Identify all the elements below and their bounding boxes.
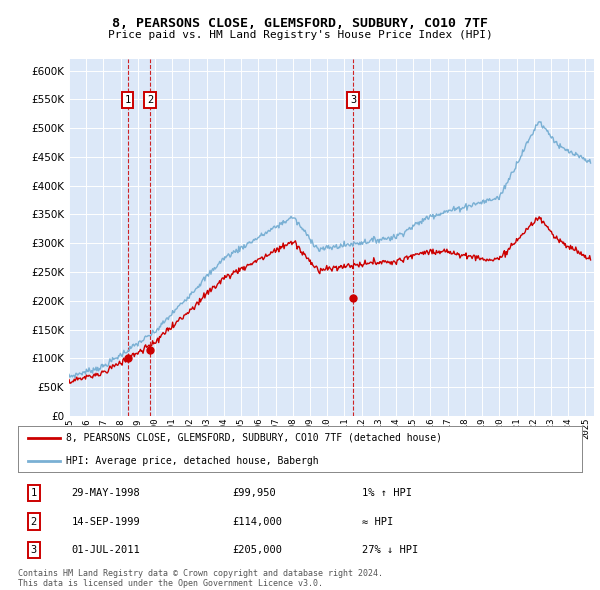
Text: £99,950: £99,950 — [232, 488, 276, 498]
Text: 14-SEP-1999: 14-SEP-1999 — [71, 517, 140, 526]
Text: ≈ HPI: ≈ HPI — [362, 517, 393, 526]
Text: 27% ↓ HPI: 27% ↓ HPI — [362, 545, 418, 555]
Text: 1% ↑ HPI: 1% ↑ HPI — [362, 488, 412, 498]
Text: 2: 2 — [147, 95, 153, 105]
Text: £114,000: £114,000 — [232, 517, 283, 526]
Text: Contains HM Land Registry data © Crown copyright and database right 2024.
This d: Contains HM Land Registry data © Crown c… — [18, 569, 383, 588]
Text: HPI: Average price, detached house, Babergh: HPI: Average price, detached house, Babe… — [66, 456, 319, 466]
Text: 8, PEARSONS CLOSE, GLEMSFORD, SUDBURY, CO10 7TF: 8, PEARSONS CLOSE, GLEMSFORD, SUDBURY, C… — [112, 17, 488, 30]
Text: 2: 2 — [31, 517, 37, 526]
Text: £205,000: £205,000 — [232, 545, 283, 555]
Text: Price paid vs. HM Land Registry's House Price Index (HPI): Price paid vs. HM Land Registry's House … — [107, 30, 493, 40]
Text: 29-MAY-1998: 29-MAY-1998 — [71, 488, 140, 498]
Text: 01-JUL-2011: 01-JUL-2011 — [71, 545, 140, 555]
Text: 1: 1 — [31, 488, 37, 498]
Text: 1: 1 — [125, 95, 131, 105]
Text: 3: 3 — [31, 545, 37, 555]
Text: 8, PEARSONS CLOSE, GLEMSFORD, SUDBURY, CO10 7TF (detached house): 8, PEARSONS CLOSE, GLEMSFORD, SUDBURY, C… — [66, 433, 442, 443]
Text: 3: 3 — [350, 95, 356, 105]
